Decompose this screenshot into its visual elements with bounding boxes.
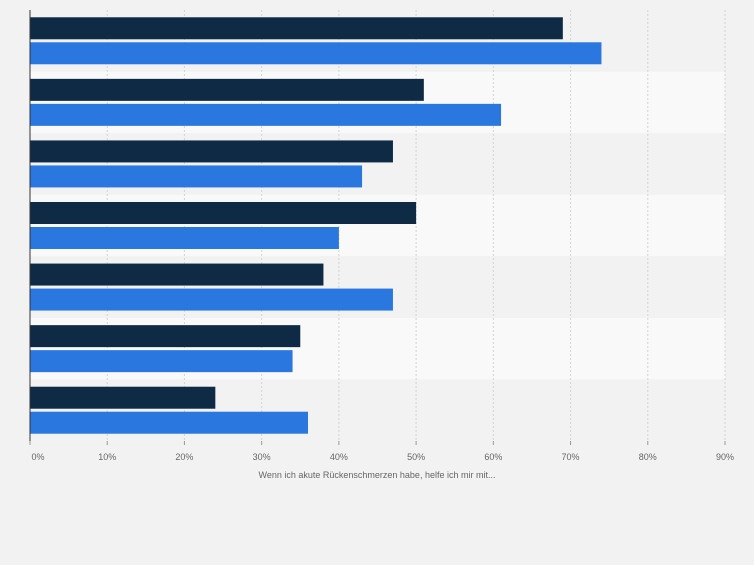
x-tick-label: 0% bbox=[31, 452, 44, 462]
x-tick-label: 10% bbox=[98, 452, 116, 462]
x-tick-label: 60% bbox=[484, 452, 502, 462]
bar-series-1 bbox=[30, 263, 324, 286]
bar-series-1 bbox=[30, 140, 393, 163]
bar-series-1 bbox=[30, 386, 216, 409]
bar-series-2 bbox=[30, 350, 293, 373]
x-tick-label: 80% bbox=[639, 452, 657, 462]
bar-series-1 bbox=[30, 78, 424, 101]
bar-series-1 bbox=[30, 17, 563, 40]
bars bbox=[30, 17, 602, 434]
x-tick-label: 40% bbox=[330, 452, 348, 462]
x-tick-label: 90% bbox=[716, 452, 734, 462]
bar-series-2 bbox=[30, 288, 393, 311]
bar-series-2 bbox=[30, 411, 308, 434]
bar-series-1 bbox=[30, 325, 301, 348]
x-tick-label: 20% bbox=[175, 452, 193, 462]
x-axis-title: Wenn ich akute Rückenschmerzen habe, hel… bbox=[259, 470, 496, 480]
bar-series-1 bbox=[30, 202, 417, 224]
bar-series-2 bbox=[30, 42, 602, 65]
x-tick-label: 70% bbox=[562, 452, 580, 462]
gridlines bbox=[29, 10, 726, 445]
x-tick-labels: 0% 10% 20% 30% 40% 50% 60% 70% 80% 90% bbox=[31, 452, 734, 462]
bar-series-2 bbox=[30, 103, 502, 126]
bar-series-2 bbox=[30, 165, 363, 188]
x-tick-label: 30% bbox=[253, 452, 271, 462]
row-bands bbox=[30, 10, 725, 441]
x-tick-label: 50% bbox=[407, 452, 425, 462]
bar-series-2 bbox=[30, 227, 339, 249]
